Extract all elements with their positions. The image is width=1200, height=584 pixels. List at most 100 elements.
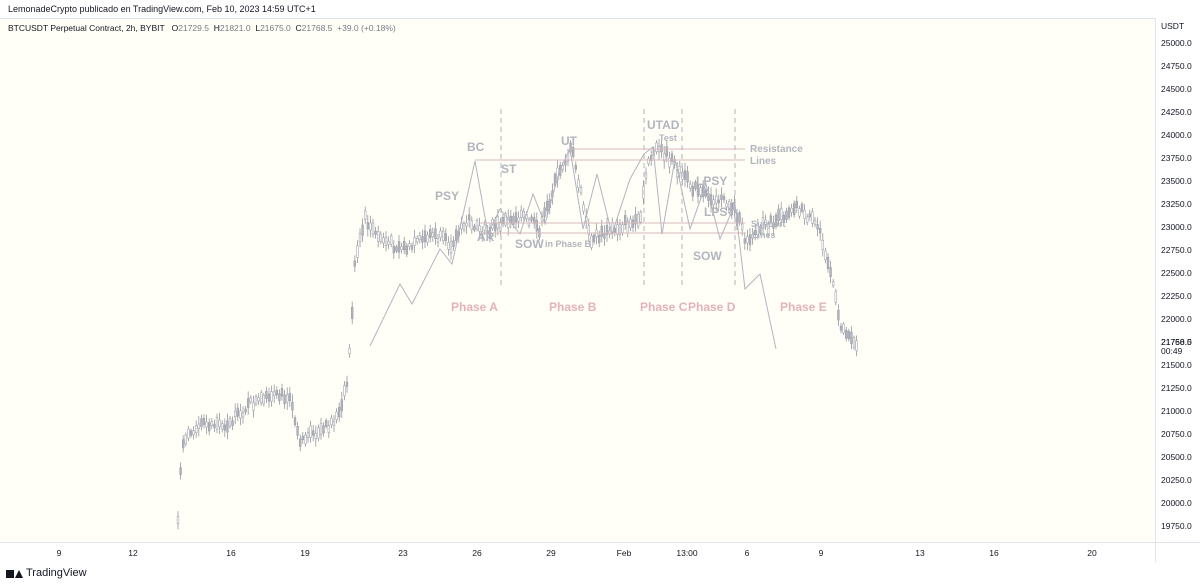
low-label: L xyxy=(255,23,261,33)
candle-body xyxy=(197,423,200,429)
candle-body xyxy=(221,423,224,430)
candle-body xyxy=(704,189,707,197)
candle-body xyxy=(340,399,343,411)
candle-body xyxy=(782,214,785,224)
time-tick: 29 xyxy=(546,548,556,558)
candle-body xyxy=(327,425,330,433)
bar-countdown: 00:49 xyxy=(1161,346,1183,356)
candle-body xyxy=(780,208,783,221)
candle-body xyxy=(249,397,252,403)
candle-body xyxy=(356,245,359,258)
candle-body xyxy=(587,225,590,235)
candle-body xyxy=(379,233,382,242)
candle-body xyxy=(304,434,307,445)
chart-pane[interactable]: BTCUSDT Perpetual Contract, 2h, BYBIT O2… xyxy=(0,18,1155,543)
candle-body xyxy=(270,391,273,402)
candle-body xyxy=(205,421,208,428)
candle-body xyxy=(598,234,601,244)
high-label: H xyxy=(213,23,220,33)
candle-body xyxy=(842,323,845,334)
candle-body xyxy=(187,428,190,439)
time-tick: 9 xyxy=(819,548,824,558)
axis-corner xyxy=(1155,542,1200,563)
candle-body xyxy=(837,309,840,321)
candle-body xyxy=(634,214,637,225)
candle-body xyxy=(637,214,640,227)
candle-body xyxy=(403,240,406,251)
candle-body xyxy=(694,181,697,190)
candle-body xyxy=(764,219,767,225)
candle-body xyxy=(254,396,258,405)
candle-body xyxy=(465,222,468,227)
time-tick: 13 xyxy=(915,548,925,558)
candle-body xyxy=(564,160,567,166)
candle-body xyxy=(839,325,843,331)
price-axis[interactable]: USDT 25000.0 24750.0 24500.0 24250.0 24000.0… xyxy=(1155,18,1200,542)
candle-body xyxy=(761,217,765,230)
candle-body xyxy=(543,207,546,217)
candle-body xyxy=(670,153,674,162)
candle-body xyxy=(351,307,354,319)
candle-body xyxy=(374,230,377,235)
candle-body xyxy=(785,210,788,220)
candle-body xyxy=(834,291,837,303)
candle-body xyxy=(189,430,193,436)
price-tick: 20750.0 xyxy=(1161,429,1192,439)
time-tick: 20 xyxy=(1087,548,1097,558)
tradingview-logo[interactable]: TradingView xyxy=(6,567,87,579)
candle-body xyxy=(748,234,752,246)
candle-body xyxy=(696,185,700,197)
candle-body xyxy=(481,231,484,237)
candle-body xyxy=(353,260,356,267)
open-label: O xyxy=(171,23,179,33)
candle-body xyxy=(247,398,250,408)
price-tick: 23750.0 xyxy=(1161,153,1192,163)
price-chart[interactable]: PSY BC ST UT UTAD AR SOW LPSY LPSY SOW T… xyxy=(0,19,1155,543)
candle-body xyxy=(850,331,853,344)
candle-body xyxy=(288,392,291,401)
candle-body xyxy=(213,423,216,428)
time-axis-scale: 9 12 16 19 23 26 29 Feb 13:00 6 9 13 16 20 xyxy=(57,548,1097,558)
candle-body xyxy=(361,224,364,236)
time-axis[interactable]: 9 12 16 19 23 26 29 Feb 13:00 6 9 13 16 20 xyxy=(0,542,1155,563)
candle-body xyxy=(442,230,445,241)
candle-body xyxy=(741,223,744,230)
time-tick: 16 xyxy=(989,548,999,558)
candle-body xyxy=(603,232,606,239)
candle-body xyxy=(455,229,458,241)
candle-body xyxy=(647,158,650,165)
label-resistance: Resistance xyxy=(750,144,803,155)
candle-body xyxy=(192,430,195,435)
candle-body xyxy=(449,240,453,254)
candle-body xyxy=(855,340,858,352)
candle-body xyxy=(400,246,403,250)
candle-body xyxy=(431,232,434,237)
candle-body xyxy=(777,208,780,222)
candle-body xyxy=(202,417,206,425)
candle-body xyxy=(756,223,759,235)
candle-body xyxy=(434,228,437,239)
label-phase-a: Phase A xyxy=(451,300,498,314)
candle-body xyxy=(816,224,819,230)
candle-body xyxy=(322,425,325,434)
candle-body xyxy=(436,238,440,243)
candle-body xyxy=(371,222,375,235)
label-bc: BC xyxy=(467,140,485,154)
time-tick: 26 xyxy=(472,548,482,558)
candle-body xyxy=(800,203,804,212)
candle-body xyxy=(722,196,726,201)
label-psy: PSY xyxy=(435,189,459,203)
label-utad: UTAD xyxy=(647,118,680,132)
symbol-name: BTCUSDT Perpetual Contract, 2h, BYBIT xyxy=(8,23,165,33)
candle-body xyxy=(808,213,811,218)
candle-body xyxy=(384,236,388,246)
price-tick: 24250.0 xyxy=(1161,107,1192,117)
candle-body xyxy=(447,242,450,250)
candle-body xyxy=(332,421,336,426)
candle-body xyxy=(767,223,770,235)
candle-body xyxy=(769,215,772,222)
wyckoff-labels: PSY BC ST UT UTAD AR SOW LPSY LPSY SOW xyxy=(435,118,735,263)
symbol-legend: BTCUSDT Perpetual Contract, 2h, BYBIT O2… xyxy=(8,23,396,33)
candle-body xyxy=(218,419,221,428)
candle-body xyxy=(512,216,515,225)
